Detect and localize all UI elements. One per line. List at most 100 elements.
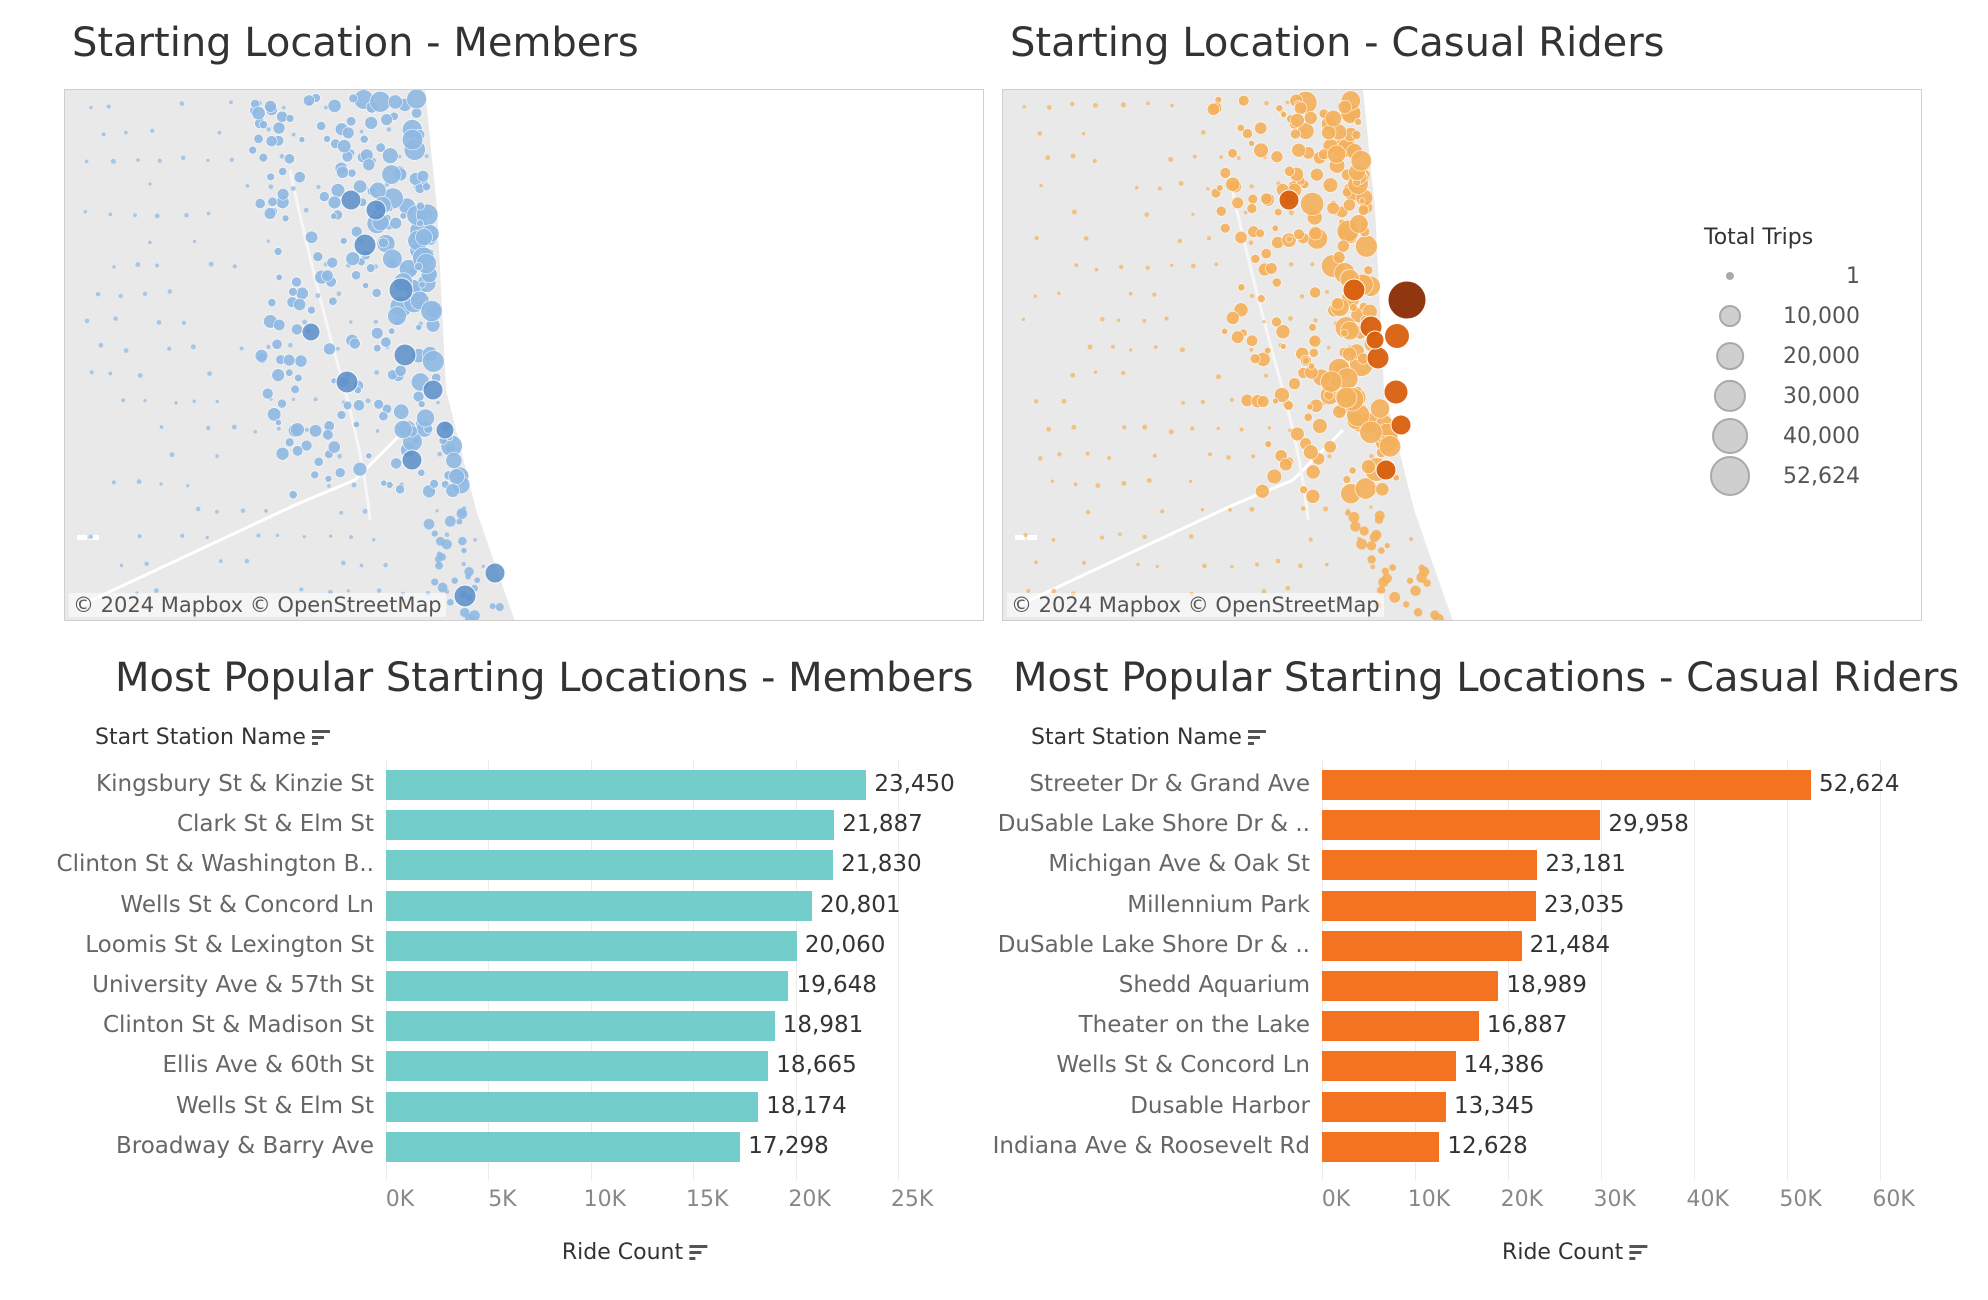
station-point <box>1057 452 1062 457</box>
category-label[interactable]: Clinton St & Madison St <box>102 1012 374 1039</box>
members-start-map[interactable]: © 2024 Mapbox © OpenStreetMap <box>64 89 984 621</box>
station-point <box>1342 278 1366 302</box>
bar-value-label: 18,989 <box>1506 972 1587 998</box>
station-point <box>1256 294 1266 303</box>
bar[interactable] <box>1322 1011 1479 1042</box>
category-label[interactable]: University Ave & 57th St <box>92 972 374 998</box>
station-point <box>422 350 445 373</box>
bar-value-label: 29,958 <box>1608 811 1689 838</box>
bar[interactable] <box>386 1051 769 1082</box>
category-label[interactable]: Streeter Dr & Grand Ave <box>1029 771 1310 797</box>
category-label[interactable]: Wells St & Concord Ln <box>120 891 374 918</box>
x-axis-title[interactable]: Ride Count <box>1502 1240 1649 1265</box>
bar[interactable] <box>386 1091 759 1122</box>
category-label[interactable]: Millennium Park <box>1127 891 1310 918</box>
station-point <box>119 563 124 568</box>
map-attribution[interactable]: © 2024 Mapbox © OpenStreetMap <box>69 593 446 617</box>
category-label[interactable]: Shedd Aquarium <box>1118 972 1310 998</box>
map-scale-mark <box>1015 535 1025 540</box>
category-label[interactable]: Kingsbury St & Kinzie St <box>96 771 374 797</box>
lake-area <box>1363 90 1921 620</box>
category-label[interactable]: Theater on the Lake <box>1078 1012 1310 1039</box>
bar[interactable] <box>386 770 867 800</box>
station-point <box>186 483 190 488</box>
x-axis-title[interactable]: Ride Count <box>562 1240 709 1265</box>
legend-entry: 30,000 <box>1700 376 1860 416</box>
category-label[interactable]: Michigan Ave & Oak St <box>1048 851 1310 878</box>
gridline <box>1879 760 1881 1180</box>
station-point <box>1152 292 1157 297</box>
station-point <box>1278 189 1300 211</box>
station-point <box>346 589 351 593</box>
category-label[interactable]: Broadway & Barry Ave <box>115 1132 374 1159</box>
bar[interactable] <box>386 930 797 961</box>
bar[interactable] <box>1322 770 1811 800</box>
map-attribution[interactable]: © 2024 Mapbox © OpenStreetMap <box>1007 593 1384 617</box>
station-point <box>1128 348 1133 352</box>
bar[interactable] <box>386 971 789 1001</box>
sort-icon[interactable] <box>1629 1244 1649 1262</box>
category-label[interactable]: Clinton St & Washington B.. <box>56 851 374 878</box>
x-tick-label: 0K <box>1321 1187 1351 1212</box>
category-label[interactable]: Dusable Harbor <box>1130 1092 1310 1119</box>
station-point <box>435 561 443 570</box>
station-point <box>448 468 465 485</box>
station-point <box>495 603 504 612</box>
bar[interactable] <box>386 850 834 881</box>
bar[interactable] <box>1322 850 1538 881</box>
category-label[interactable]: Wells St & Concord Ln <box>1056 1052 1310 1079</box>
bar[interactable] <box>386 810 835 841</box>
station-point <box>1310 167 1324 182</box>
category-label[interactable]: Indiana Ave & Roosevelt Rd <box>992 1132 1310 1159</box>
category-label[interactable]: DuSable Lake Shore Dr & .. <box>997 931 1310 958</box>
bar[interactable] <box>1322 890 1537 921</box>
station-point <box>288 342 293 348</box>
bar[interactable] <box>1322 810 1601 841</box>
y-axis-header[interactable]: Start Station Name <box>1031 725 1268 750</box>
category-label[interactable]: Ellis Ave & 60th St <box>162 1052 375 1079</box>
bar[interactable] <box>1322 1131 1440 1162</box>
station-point <box>215 509 219 514</box>
station-point <box>1369 453 1374 459</box>
y-axis-header[interactable]: Start Station Name <box>95 725 332 750</box>
station-point <box>365 452 373 460</box>
station-point <box>1266 468 1283 485</box>
bar[interactable] <box>1322 930 1522 961</box>
sort-icon[interactable] <box>689 1244 709 1262</box>
bar[interactable] <box>386 1131 741 1162</box>
station-point <box>215 399 219 404</box>
station-point <box>322 429 334 441</box>
station-point <box>381 164 402 185</box>
station-point <box>266 239 270 243</box>
station-point <box>1107 455 1112 460</box>
station-point <box>89 106 93 110</box>
category-label[interactable]: DuSable Lake Shore Dr & .. <box>997 811 1310 838</box>
station-point <box>1100 535 1105 540</box>
station-point <box>1433 613 1444 620</box>
map-scale-mark <box>89 535 99 540</box>
station-point <box>136 479 142 485</box>
station-point <box>381 147 399 164</box>
bar[interactable] <box>1322 971 1499 1001</box>
station-point <box>1145 265 1150 270</box>
station-point <box>84 318 90 324</box>
category-label[interactable]: Clark St & Elm St <box>176 811 374 838</box>
category-label[interactable]: Loomis St & Lexington St <box>85 931 374 958</box>
bar[interactable] <box>386 1011 775 1042</box>
bar[interactable] <box>386 890 813 921</box>
sort-icon[interactable] <box>311 729 332 747</box>
station-point <box>1221 327 1229 335</box>
station-point <box>206 425 211 431</box>
casual-map-canvas[interactable] <box>1003 90 1922 621</box>
bar[interactable] <box>1322 1091 1446 1122</box>
casual-start-map[interactable]: © 2024 Mapbox © OpenStreetMap <box>1002 89 1922 621</box>
bar[interactable] <box>1322 1051 1456 1082</box>
bar-value-label: 21,887 <box>842 811 923 838</box>
category-label[interactable]: Wells St & Elm St <box>175 1092 374 1119</box>
station-point <box>215 454 219 458</box>
station-point <box>1320 370 1343 393</box>
members-map-canvas[interactable] <box>65 90 984 621</box>
sort-icon[interactable] <box>1247 729 1268 747</box>
station-point <box>1342 475 1352 484</box>
legend-size-circle <box>1710 456 1750 496</box>
